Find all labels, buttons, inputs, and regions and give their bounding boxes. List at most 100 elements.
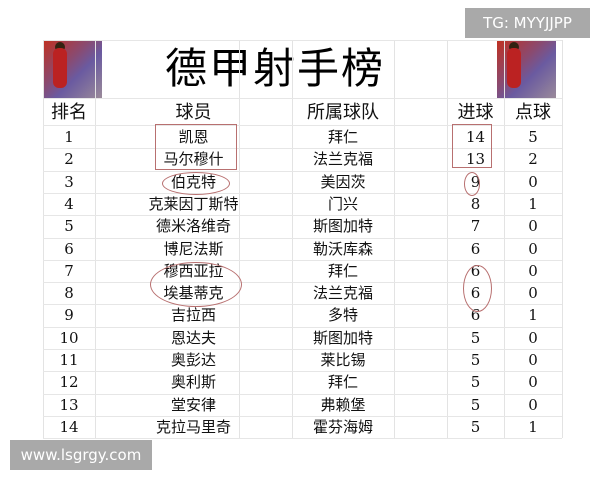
player-avatar-right: [497, 40, 556, 98]
grid-hline: [43, 438, 562, 440]
cell-team: 勒沃库森: [312, 239, 373, 258]
cell-penalties: 0: [528, 261, 538, 280]
highlight-box-top-goals: [452, 124, 492, 168]
cell-goals: 5: [470, 373, 481, 392]
cell-team: 门兴: [327, 194, 358, 213]
highlight-ellipse-rank7-8-players: [150, 262, 242, 307]
cell-player: 凯恩: [178, 128, 209, 146]
cell-team: 霍芬海姆: [312, 417, 373, 436]
cell-penalties: 0: [528, 328, 538, 347]
cell-penalties: 0: [528, 373, 538, 392]
highlight-ellipse-rank7-8-goals: [463, 265, 492, 312]
grid-hline: [43, 98, 562, 99]
cell-penalties: 0: [528, 284, 538, 303]
cell-goals: 8: [470, 194, 481, 213]
grid-vline: [95, 40, 96, 438]
cell-team: 弗赖堡: [320, 395, 366, 414]
cell-goals: 5: [470, 395, 481, 414]
header-penalties: 点球: [515, 102, 551, 123]
grid-hline: [43, 371, 562, 373]
cell-player: 吉拉西: [170, 306, 216, 325]
cell-goals: 13: [465, 150, 486, 169]
cell-goals: 7: [470, 217, 481, 236]
cell-team: 法兰克福: [312, 150, 373, 169]
cell-penalties: 0: [528, 172, 538, 191]
cell-player: 博尼法斯: [163, 239, 224, 258]
cell-player: 马尔穆什: [163, 150, 224, 169]
watermark-top: TG: MYYJJPP: [465, 8, 590, 38]
cell-rank: 10: [59, 328, 79, 347]
cell-goals: 5: [470, 417, 481, 436]
cell-team: 拜仁: [327, 128, 358, 146]
grid-hline: [43, 125, 562, 126]
highlight-ellipse-rank3-player: [162, 172, 230, 195]
cell-rank: 5: [64, 217, 74, 236]
highlight-ellipse-rank3-goals: [464, 172, 480, 196]
highlight-box-top-players: [155, 124, 237, 170]
cell-player: 德米洛维奇: [155, 217, 231, 236]
grid-vline: [562, 40, 563, 438]
cell-penalties: 0: [528, 217, 538, 236]
cell-penalties: 1: [528, 417, 538, 436]
grid-hline: [43, 259, 562, 261]
grid-hline: [43, 415, 562, 417]
cell-player: 奥利斯: [170, 373, 216, 392]
grid-vline: [43, 40, 44, 438]
cell-goals: 5: [470, 351, 481, 369]
cell-goals: 14: [465, 128, 486, 146]
cell-player: 克莱因丁斯特: [148, 194, 239, 213]
grid-hline: [43, 148, 562, 150]
cell-penalties: 1: [528, 306, 538, 325]
cell-player: 奥彭达: [170, 351, 216, 369]
cell-penalties: 5: [528, 128, 538, 146]
cell-team: 斯图加特: [312, 217, 373, 236]
grid-vline: [394, 40, 395, 438]
cell-rank: 14: [59, 417, 79, 436]
grid-hline: [43, 40, 562, 41]
grid-vline: [447, 40, 448, 438]
grid-hline: [43, 170, 562, 172]
grid-hline: [43, 237, 562, 239]
cell-rank: 9: [64, 306, 74, 325]
cell-rank: 4: [64, 194, 74, 213]
cell-rank: 7: [64, 261, 74, 280]
grid-hline: [43, 282, 562, 284]
cell-rank: 8: [64, 284, 74, 303]
cell-rank: 1: [64, 128, 74, 146]
cell-player: 克拉马里奇: [155, 417, 231, 436]
cell-team: 莱比锡: [320, 351, 366, 369]
cell-rank: 2: [64, 150, 74, 169]
header-rank: 排名: [51, 102, 87, 123]
cell-team: 美因茨: [320, 172, 366, 191]
cell-team: 法兰克福: [312, 284, 373, 303]
header-player: 球员: [175, 102, 212, 123]
grid-vline: [239, 40, 240, 438]
cell-goals: 6: [470, 239, 481, 258]
grid-vline: [292, 40, 293, 438]
cell-rank: 11: [59, 351, 79, 369]
cell-goals: 6: [470, 306, 481, 325]
grid-hline: [43, 349, 562, 350]
grid-hline: [43, 192, 562, 194]
cell-team: 多特: [327, 306, 358, 325]
player-avatar-left: [43, 40, 102, 98]
cell-rank: 13: [59, 395, 79, 414]
watermark-bottom: www.lsgrgy.com: [10, 440, 152, 470]
grid-hline: [43, 304, 562, 306]
header-team: 所属球队: [307, 102, 379, 123]
cell-penalties: 2: [528, 150, 538, 169]
grid-hline: [43, 393, 562, 395]
cell-team: 拜仁: [327, 261, 358, 280]
grid-hline: [43, 215, 562, 217]
cell-team: 斯图加特: [312, 328, 373, 347]
cell-penalties: 0: [528, 395, 538, 414]
cell-player: 堂安律: [170, 395, 216, 414]
grid-hline: [43, 326, 562, 328]
cell-penalties: 0: [528, 351, 538, 369]
cell-rank: 3: [64, 172, 74, 191]
cell-rank: 6: [64, 239, 74, 258]
cell-player: 恩达夫: [170, 328, 216, 347]
header-goals: 进球: [457, 102, 494, 123]
cell-rank: 12: [59, 373, 79, 392]
grid-vline: [504, 40, 505, 438]
